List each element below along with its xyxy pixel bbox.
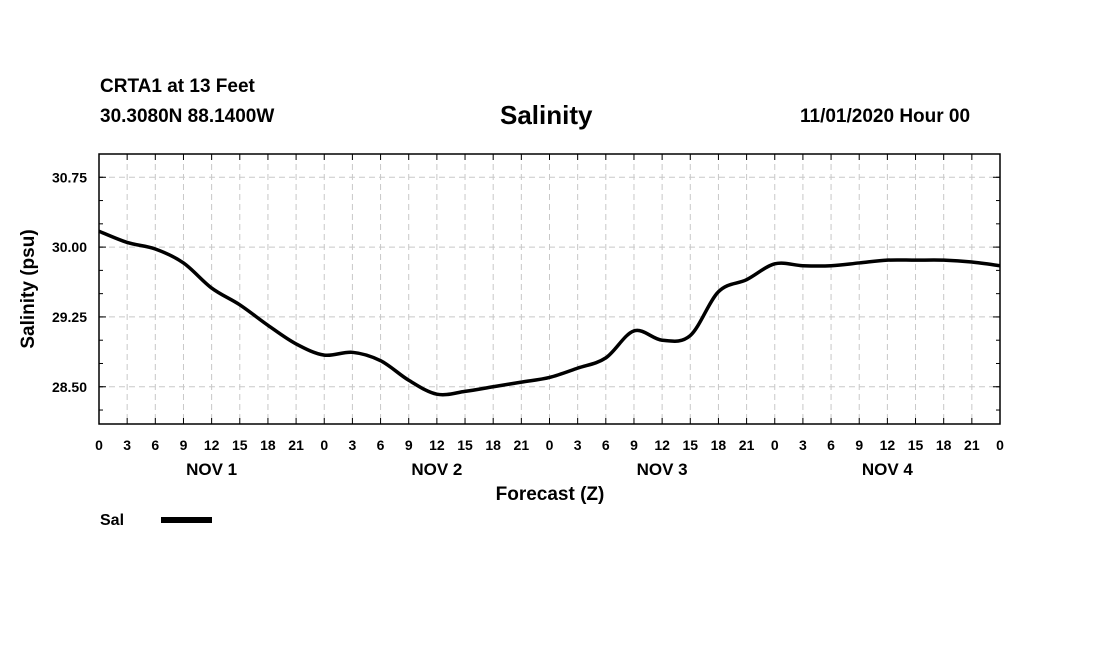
x-tick-label: 0	[320, 437, 328, 453]
x-tick-label: 21	[514, 437, 530, 453]
x-tick-label: 18	[260, 437, 276, 453]
day-label: NOV 2	[411, 460, 462, 479]
x-tick-label: 0	[771, 437, 779, 453]
x-tick-label: 0	[95, 437, 103, 453]
x-tick-label: 9	[405, 437, 413, 453]
day-label: NOV 4	[862, 460, 914, 479]
x-tick-label: 0	[996, 437, 1004, 453]
x-tick-label: 21	[739, 437, 755, 453]
station-label: CRTA1 at 13 Feet	[100, 76, 255, 97]
day-label: NOV 1	[186, 460, 237, 479]
coordinates-label: 30.3080N 88.1400W	[100, 106, 275, 127]
day-labels: NOV 1 NOV 2 NOV 3 NOV 4	[186, 460, 913, 479]
y-tick-labels: 28.50 29.25 30.00 30.75	[52, 169, 87, 394]
x-tick-label: 9	[855, 437, 863, 453]
forecast-datetime: 11/01/2020 Hour 00	[800, 106, 971, 127]
x-tick-label: 9	[180, 437, 188, 453]
y-tick-label: 29.25	[52, 309, 87, 325]
x-tick-label: 3	[574, 437, 582, 453]
x-tick-label: 12	[654, 437, 670, 453]
y-tick-label: 28.50	[52, 379, 87, 395]
chart-title: Salinity	[500, 100, 593, 130]
x-tick-labels: 0 3 6 9 12 15 18 21 0 3 6 9 12 15 18 21 0 3 6 9 12 15 18 21 0 3 6 9…	[95, 437, 1004, 453]
series-group	[98, 229, 1001, 397]
series-line-sal	[98, 229, 1001, 397]
x-tick-label: 12	[880, 437, 896, 453]
x-tick-label: 6	[827, 437, 835, 453]
x-tick-label: 18	[485, 437, 501, 453]
x-tick-label: 18	[936, 437, 952, 453]
y-tick-label: 30.75	[52, 169, 87, 185]
x-tick-label: 6	[151, 437, 159, 453]
x-tick-label: 0	[546, 437, 554, 453]
legend-label: Sal	[100, 512, 124, 529]
x-tick-label: 15	[457, 437, 473, 453]
x-axis-label: Forecast (Z)	[496, 484, 605, 505]
x-tick-label: 6	[602, 437, 610, 453]
x-tick-label: 9	[630, 437, 638, 453]
y-axis-label: Salinity (psu)	[18, 229, 39, 348]
y-tick-label: 30.00	[52, 239, 87, 255]
x-tick-label: 3	[349, 437, 357, 453]
x-tick-label: 12	[204, 437, 220, 453]
x-tick-label: 3	[123, 437, 131, 453]
x-tick-label: 15	[232, 437, 248, 453]
plot-frame	[98, 153, 1001, 425]
x-tick-label: 15	[682, 437, 698, 453]
day-label: NOV 3	[637, 460, 688, 479]
x-tick-label: 6	[377, 437, 385, 453]
x-tick-label: 12	[429, 437, 445, 453]
x-tick-label: 3	[799, 437, 807, 453]
grid-lines	[99, 154, 1000, 424]
x-tick-label: 18	[711, 437, 727, 453]
x-tick-label: 21	[964, 437, 980, 453]
x-tick-label: 15	[908, 437, 924, 453]
x-tick-label: 21	[288, 437, 304, 453]
